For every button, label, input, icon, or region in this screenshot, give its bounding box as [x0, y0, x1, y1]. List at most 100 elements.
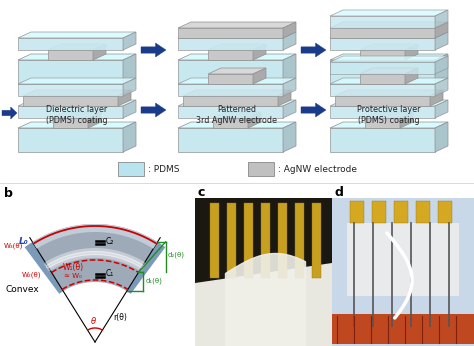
- Polygon shape: [195, 263, 332, 346]
- Text: c: c: [198, 186, 205, 199]
- Polygon shape: [208, 50, 253, 60]
- Polygon shape: [178, 106, 283, 118]
- Polygon shape: [208, 74, 253, 84]
- Text: W₁(θ): W₁(θ): [63, 263, 83, 272]
- Polygon shape: [25, 242, 63, 294]
- Polygon shape: [330, 106, 435, 118]
- Polygon shape: [330, 10, 448, 16]
- FancyBboxPatch shape: [244, 203, 253, 278]
- Polygon shape: [301, 103, 326, 117]
- Polygon shape: [178, 28, 283, 38]
- Polygon shape: [178, 54, 296, 60]
- Polygon shape: [183, 90, 291, 96]
- Polygon shape: [301, 43, 326, 57]
- Polygon shape: [123, 54, 136, 84]
- Polygon shape: [18, 38, 123, 50]
- FancyBboxPatch shape: [248, 162, 274, 176]
- Polygon shape: [330, 128, 435, 152]
- Polygon shape: [283, 22, 296, 38]
- Polygon shape: [123, 78, 136, 96]
- Text: b: b: [4, 187, 13, 200]
- Text: r(θ): r(θ): [113, 313, 127, 322]
- Polygon shape: [18, 122, 136, 128]
- Polygon shape: [435, 122, 448, 152]
- Polygon shape: [365, 118, 400, 128]
- Polygon shape: [430, 90, 443, 106]
- Polygon shape: [18, 60, 123, 84]
- Polygon shape: [283, 122, 296, 152]
- Polygon shape: [213, 118, 248, 128]
- Polygon shape: [178, 84, 283, 96]
- FancyBboxPatch shape: [195, 198, 332, 346]
- FancyBboxPatch shape: [332, 198, 474, 346]
- Polygon shape: [283, 100, 296, 118]
- Polygon shape: [183, 96, 278, 106]
- Text: W₂(θ): W₂(θ): [21, 272, 41, 278]
- Polygon shape: [435, 22, 448, 38]
- Text: : AgNW electrode: : AgNW electrode: [278, 165, 357, 174]
- FancyBboxPatch shape: [394, 201, 408, 223]
- Polygon shape: [330, 100, 448, 106]
- Polygon shape: [330, 78, 448, 84]
- Polygon shape: [63, 282, 127, 342]
- Polygon shape: [93, 44, 106, 60]
- Polygon shape: [330, 16, 435, 28]
- Text: C₁: C₁: [106, 270, 114, 279]
- FancyBboxPatch shape: [347, 223, 459, 296]
- Polygon shape: [141, 43, 166, 57]
- Polygon shape: [405, 44, 418, 60]
- Polygon shape: [18, 100, 136, 106]
- FancyBboxPatch shape: [312, 203, 321, 278]
- Polygon shape: [248, 112, 261, 128]
- Text: θ: θ: [91, 317, 96, 326]
- Polygon shape: [53, 112, 101, 118]
- Polygon shape: [330, 84, 435, 96]
- Polygon shape: [330, 56, 448, 62]
- Polygon shape: [253, 68, 266, 84]
- Polygon shape: [23, 96, 118, 106]
- Polygon shape: [2, 107, 17, 119]
- Polygon shape: [18, 84, 123, 96]
- Text: d₁(θ): d₁(θ): [146, 277, 162, 284]
- Polygon shape: [178, 122, 296, 128]
- Polygon shape: [178, 78, 296, 84]
- Polygon shape: [23, 90, 131, 96]
- Polygon shape: [88, 112, 101, 128]
- Text: L₀: L₀: [18, 237, 28, 246]
- Polygon shape: [123, 100, 136, 118]
- Polygon shape: [435, 78, 448, 96]
- Polygon shape: [360, 74, 405, 84]
- Polygon shape: [118, 90, 131, 106]
- Polygon shape: [213, 112, 261, 118]
- Text: Patterned
3rd AgNW electrode: Patterned 3rd AgNW electrode: [197, 105, 277, 125]
- Polygon shape: [33, 224, 157, 249]
- FancyBboxPatch shape: [261, 203, 270, 278]
- Polygon shape: [178, 32, 296, 38]
- Polygon shape: [18, 106, 123, 118]
- Text: C₂: C₂: [106, 237, 114, 246]
- Polygon shape: [365, 112, 413, 118]
- Polygon shape: [330, 28, 435, 38]
- Polygon shape: [178, 60, 283, 84]
- Polygon shape: [178, 22, 296, 28]
- FancyBboxPatch shape: [227, 203, 236, 278]
- Polygon shape: [435, 54, 448, 84]
- Polygon shape: [208, 44, 266, 50]
- Polygon shape: [278, 90, 291, 106]
- Polygon shape: [283, 32, 296, 50]
- Polygon shape: [435, 100, 448, 118]
- Polygon shape: [123, 32, 136, 50]
- Polygon shape: [360, 50, 405, 60]
- Text: : PDMS: : PDMS: [148, 165, 180, 174]
- Polygon shape: [18, 32, 136, 38]
- Polygon shape: [400, 112, 413, 128]
- Polygon shape: [360, 44, 418, 50]
- Polygon shape: [127, 242, 165, 294]
- Polygon shape: [330, 122, 448, 128]
- Polygon shape: [48, 44, 106, 50]
- Text: d: d: [335, 186, 344, 199]
- Polygon shape: [53, 118, 88, 128]
- Text: Protective layer
(PDMS) coating: Protective layer (PDMS) coating: [357, 105, 421, 125]
- Text: W₃(θ): W₃(θ): [3, 243, 23, 249]
- Polygon shape: [330, 38, 435, 50]
